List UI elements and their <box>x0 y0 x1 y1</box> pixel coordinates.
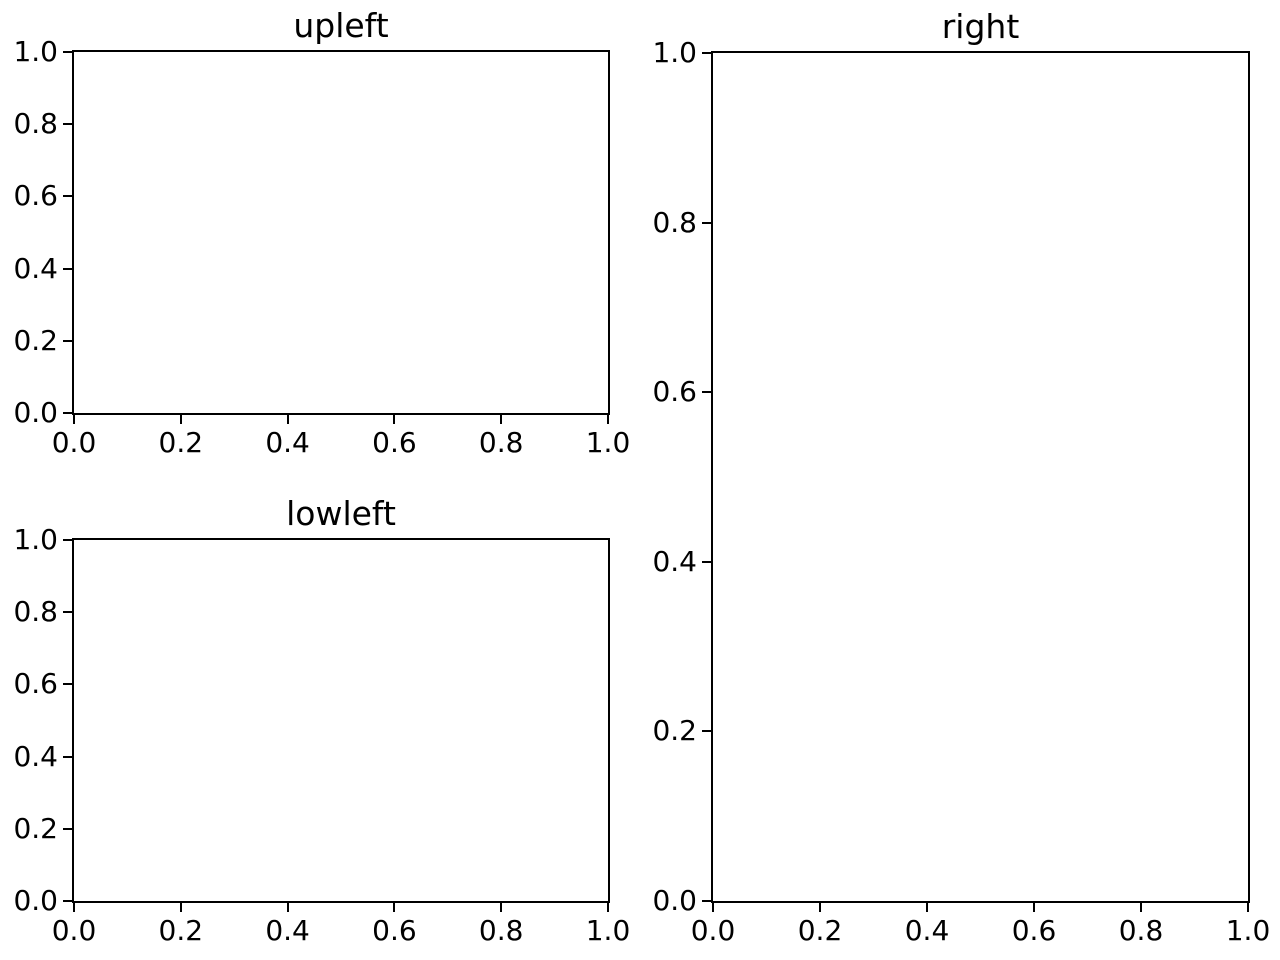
right-x-tick <box>1140 903 1142 912</box>
upleft-x-tick-label: 0.6 <box>372 426 417 459</box>
upleft-y-tick-label: 1.0 <box>13 35 58 68</box>
lowleft-x-tick-label: 0.4 <box>265 914 310 947</box>
upleft-x-tick <box>607 415 609 424</box>
lowleft-y-tick <box>63 611 72 614</box>
lowleft-y-tick-label: 1.0 <box>13 523 58 556</box>
lowleft-x-tick-label: 0.6 <box>372 914 417 947</box>
right-x-tick-label: 0.2 <box>797 914 843 947</box>
right-x-tick-label: 0.4 <box>904 914 950 947</box>
right-title: right <box>941 7 1020 46</box>
right-y-tick <box>702 52 711 54</box>
axes-right: right 0.0 0.2 0.4 0.6 0.8 1.0 0.0 0.2 0.4 0.6 0.8 1.… <box>652 10 1270 945</box>
lowleft-x-tick-label: 0.8 <box>478 914 524 947</box>
right-y-tick-label: 0.0 <box>652 884 697 917</box>
lowleft-y-tick-label: 0.4 <box>13 739 58 773</box>
upleft-y-tick <box>63 195 72 198</box>
lowleft-y-tick-label: 0.2 <box>13 811 58 845</box>
lowleft-x-tick <box>607 903 609 912</box>
right-x-tick <box>1247 903 1249 912</box>
right-x-tick-label: 0.0 <box>690 914 736 947</box>
lowleft-y-tick-label: 0.6 <box>13 667 58 701</box>
lowleft-x-tick <box>73 903 75 912</box>
upleft-x-tick <box>179 415 182 424</box>
upleft-y-tick-label: 0.0 <box>13 396 58 429</box>
upleft-y-tick <box>63 267 72 270</box>
right-y-tick-label: 1.0 <box>652 36 697 69</box>
right-y-tick <box>702 900 711 902</box>
right-y-tick-label: 0.6 <box>652 375 697 409</box>
upleft-x-tick-label: 1.0 <box>585 426 631 459</box>
lowleft-y-tick <box>63 900 72 902</box>
right-x-tick-label: 1.0 <box>1225 914 1271 947</box>
lowleft-y-tick <box>63 827 72 830</box>
upleft-x-tick <box>73 415 75 424</box>
upleft-x-tick-label: 0.8 <box>478 426 524 459</box>
lowleft-y-tick <box>63 683 72 686</box>
right-x-tick-label: 0.6 <box>1011 914 1057 947</box>
right-y-tick <box>702 730 711 733</box>
upleft-x-tick-label: 0.0 <box>51 426 97 459</box>
lowleft-y-tick <box>63 539 72 541</box>
right-y-tick <box>702 221 711 224</box>
right-y-tick-label: 0.2 <box>652 714 697 748</box>
upleft-x-tick-label: 0.2 <box>158 426 204 459</box>
upleft-x-tick <box>286 415 289 424</box>
lowleft-x-tick <box>179 903 182 912</box>
right-x-tick <box>926 903 928 912</box>
upleft-title: upleft <box>293 6 389 45</box>
lowleft-x-tick-label: 0.2 <box>158 914 204 947</box>
upleft-x-tick-label: 0.4 <box>265 426 310 459</box>
upleft-y-tick-label: 0.8 <box>13 107 58 141</box>
right-x-tick <box>819 903 821 912</box>
right-y-tick <box>702 391 711 394</box>
lowleft-y-tick-label: 0.0 <box>13 884 58 917</box>
lowleft-x-tick <box>393 903 396 912</box>
upleft-y-tick-label: 0.2 <box>13 323 58 357</box>
upleft-y-tick-label: 0.6 <box>13 179 58 213</box>
lowleft-x-tick <box>500 903 503 912</box>
upleft-x-tick <box>500 415 503 424</box>
upleft-y-tick <box>63 51 72 53</box>
axes-upleft: upleft 0.0 0.2 0.4 0.6 0.8 1.0 0.0 0.2 0.4 0.6 0.8 1… <box>13 9 630 457</box>
lowleft-y-tick-label: 0.8 <box>13 595 58 629</box>
right-x-tick-label: 0.8 <box>1118 914 1164 947</box>
right-y-tick-label: 0.4 <box>652 544 697 578</box>
right-y-tick <box>702 560 711 563</box>
lowleft-y-tick <box>63 755 72 758</box>
upleft-y-tick <box>63 339 72 342</box>
upleft-x-tick <box>393 415 396 424</box>
upleft-y-tick <box>63 412 72 414</box>
right-x-tick <box>712 903 714 912</box>
lowleft-title: lowleft <box>286 494 396 533</box>
upleft-y-tick-label: 0.4 <box>13 251 58 285</box>
right-y-tick-label: 0.8 <box>652 205 697 239</box>
lowleft-x-tick-label: 0.0 <box>51 914 97 947</box>
lowleft-x-tick-label: 1.0 <box>585 914 631 947</box>
axes-lowleft: lowleft 0.0 0.2 0.4 0.6 0.8 1.0 0.0 0.2 0.4 0.6 0.8… <box>13 497 630 945</box>
upleft-y-tick <box>63 123 72 126</box>
lowleft-x-tick <box>286 903 289 912</box>
right-x-tick <box>1033 903 1035 912</box>
